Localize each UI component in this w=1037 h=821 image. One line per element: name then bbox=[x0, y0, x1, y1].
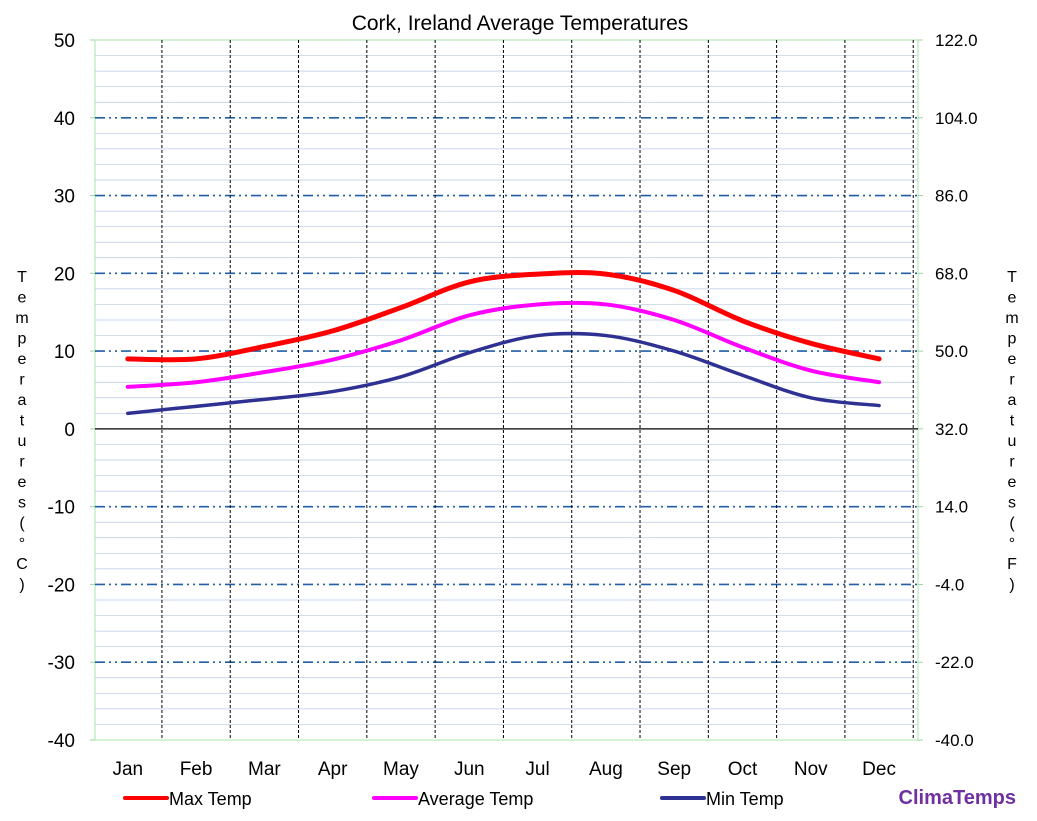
y2-tick-label: 68.0 bbox=[935, 264, 968, 283]
axis-title-char: C bbox=[16, 556, 28, 573]
x-tick-label: Jan bbox=[112, 759, 143, 780]
axis-title-char: ) bbox=[19, 577, 24, 594]
axis-title-char: r bbox=[19, 372, 25, 389]
series-line-max-temp bbox=[125, 270, 882, 363]
y2-tick-label: 86.0 bbox=[935, 187, 968, 206]
y2-tick-label: 122.0 bbox=[935, 31, 978, 50]
y-tick-label: 50 bbox=[54, 31, 75, 52]
axis-title-char: p bbox=[18, 331, 27, 348]
axis-title-char: t bbox=[1010, 413, 1015, 430]
y2-tick-label: 50.0 bbox=[935, 342, 968, 361]
series-lines bbox=[125, 270, 882, 416]
axis-title-char: r bbox=[1009, 372, 1015, 389]
axis-title-char: s bbox=[1008, 495, 1016, 512]
minor-gridlines bbox=[95, 55, 918, 725]
axis-title-char: r bbox=[19, 454, 25, 471]
axis-title-char: T bbox=[1007, 269, 1017, 286]
axis-title-char: e bbox=[18, 351, 27, 368]
chart-title: Cork, Ireland Average Temperatures bbox=[352, 12, 689, 35]
x-tick-label: May bbox=[383, 759, 419, 780]
x-tick-label: Jun bbox=[454, 759, 485, 780]
y2-tick-label: 104.0 bbox=[935, 109, 978, 128]
legend-label-min-temp: Min Temp bbox=[706, 789, 784, 809]
y2-tick-label: -4.0 bbox=[935, 575, 964, 594]
left-axis-ticks: 50 40 30 20 10 0 -10 -20 -30 -40 bbox=[48, 31, 95, 752]
y-tick-label: 0 bbox=[64, 420, 75, 441]
axis-title-char: ) bbox=[1009, 577, 1014, 594]
axis-title-char: ( bbox=[1009, 515, 1015, 532]
x-tick-label: Oct bbox=[728, 759, 758, 780]
axis-title-char: m bbox=[15, 310, 28, 327]
y2-tick-label: -22.0 bbox=[935, 653, 974, 672]
x-tick-label: Apr bbox=[318, 759, 348, 780]
y-tick-label: -20 bbox=[48, 575, 75, 596]
vertical-gridlines bbox=[161, 40, 914, 740]
y-tick-label: -30 bbox=[48, 653, 75, 674]
y2-tick-label: 32.0 bbox=[935, 420, 968, 439]
axis-title-char: a bbox=[1008, 392, 1017, 409]
right-axis-title: Temperatures(°F) bbox=[1005, 269, 1018, 594]
axis-title-char: u bbox=[1008, 433, 1017, 450]
right-axis-ticks: 122.0 104.0 86.0 68.0 50.0 32.0 14.0 -4.0 -22.0 -… bbox=[918, 31, 978, 750]
axis-title-char: e bbox=[1008, 290, 1017, 307]
axis-title-char: e bbox=[1008, 474, 1017, 491]
y-tick-label: 10 bbox=[54, 342, 75, 363]
x-tick-label: Feb bbox=[180, 759, 213, 780]
axis-title-char: ( bbox=[19, 515, 25, 532]
legend-label-max-temp: Max Temp bbox=[169, 789, 252, 809]
y-tick-label: 40 bbox=[54, 109, 75, 130]
axis-title-char: a bbox=[18, 392, 27, 409]
axis-title-char: r bbox=[1009, 454, 1015, 471]
y-tick-label: 30 bbox=[54, 187, 75, 208]
y-tick-label: -10 bbox=[48, 498, 75, 519]
axis-title-char: u bbox=[18, 433, 27, 450]
axis-title-char: T bbox=[17, 269, 27, 286]
brand-logo: ClimaTemps bbox=[899, 787, 1016, 809]
axis-title-char: e bbox=[18, 290, 27, 307]
x-tick-label: Dec bbox=[862, 759, 896, 780]
y2-tick-label: 14.0 bbox=[935, 498, 968, 517]
x-tick-label: Mar bbox=[248, 759, 281, 780]
axis-title-char: e bbox=[1008, 351, 1017, 368]
axis-title-char: F bbox=[1007, 556, 1017, 573]
x-tick-label: Aug bbox=[589, 759, 623, 780]
x-tick-label: Nov bbox=[794, 759, 828, 780]
plot-area bbox=[94, 39, 919, 741]
x-axis-labels: Jan Feb Mar Apr May Jun Jul Aug Sep Oct Nov Dec bbox=[112, 759, 896, 780]
axis-title-char: e bbox=[18, 474, 27, 491]
axis-title-char: m bbox=[1005, 310, 1018, 327]
series-line-min-temp bbox=[126, 331, 881, 416]
axis-title-char: s bbox=[18, 495, 26, 512]
y2-tick-label: -40.0 bbox=[935, 731, 974, 750]
series-line-average-temp bbox=[125, 300, 882, 389]
axis-title-char: ° bbox=[1009, 536, 1015, 553]
plot-frame bbox=[94, 39, 919, 741]
axis-title-char: ° bbox=[19, 536, 25, 553]
legend-label-average-temp: Average Temp bbox=[418, 789, 533, 809]
x-tick-label: Jul bbox=[525, 759, 549, 780]
legend: Max Temp Average Temp Min Temp bbox=[123, 789, 784, 809]
axis-title-char: t bbox=[20, 413, 25, 430]
y-tick-label: 20 bbox=[54, 264, 75, 285]
y-tick-label: -40 bbox=[48, 731, 75, 752]
left-axis-title: Temperatures(°C) bbox=[15, 269, 28, 594]
axis-title-char: p bbox=[1008, 331, 1017, 348]
x-tick-label: Sep bbox=[657, 759, 691, 780]
